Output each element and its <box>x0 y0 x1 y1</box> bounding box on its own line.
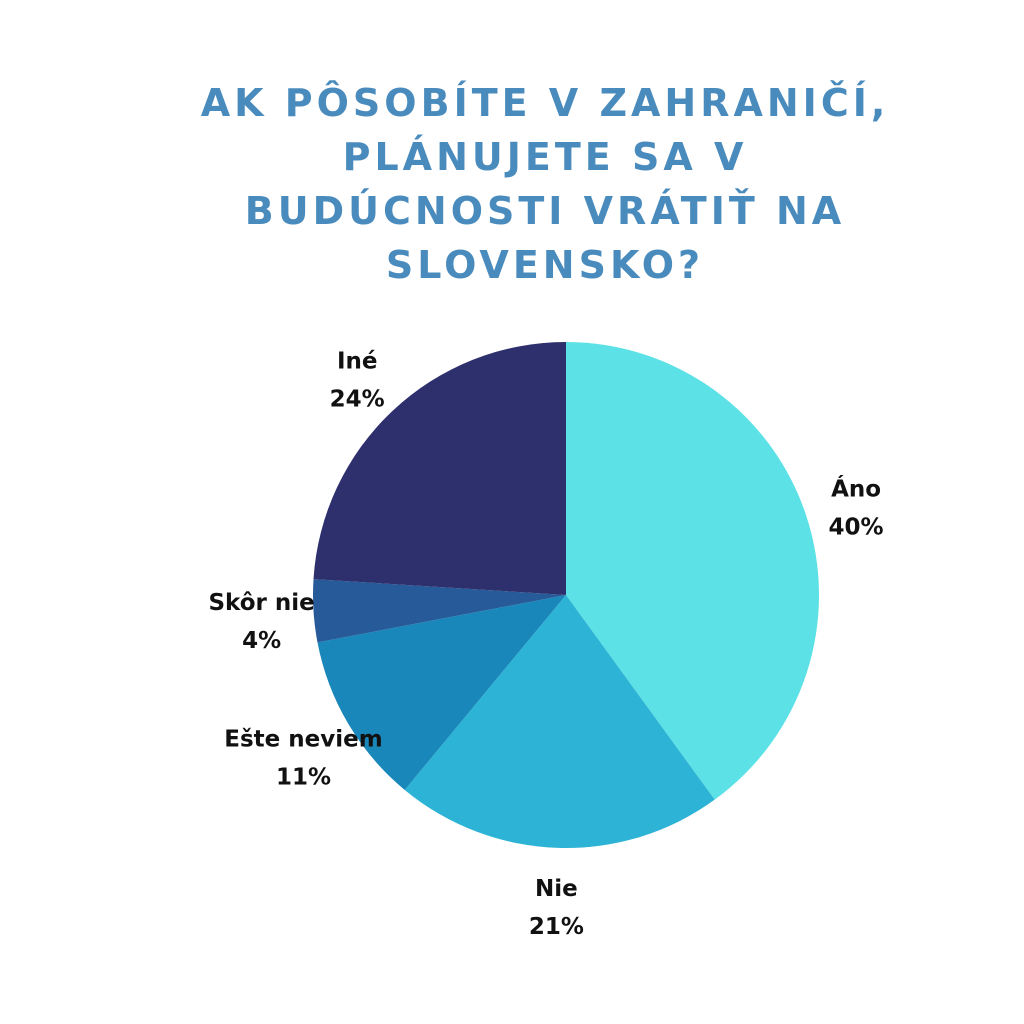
slice-label-name: Ešte neviem <box>224 726 382 752</box>
slice-label-name: Áno <box>831 475 881 503</box>
slice-label-name: Nie <box>535 876 578 902</box>
pie-slice-este-neviem <box>317 595 566 790</box>
slice-label-percent: 40% <box>829 515 884 541</box>
slice-label-name: Skôr nie <box>208 590 314 616</box>
slice-label-percent: 11% <box>276 764 331 790</box>
slice-label-percent: 21% <box>529 914 584 940</box>
slice-label-ine: Iné 24% <box>330 349 385 413</box>
pie-slice-ano <box>566 342 819 800</box>
slice-label-skor-nie: Skôr nie 4% <box>208 590 314 654</box>
pie-slice-skor-nie <box>313 579 566 643</box>
slice-label-percent: 4% <box>242 628 281 654</box>
slice-label-percent: 24% <box>330 387 385 413</box>
slice-label-nie: Nie 21% <box>529 876 584 940</box>
slice-label-name: Iné <box>337 349 378 375</box>
pie-labels: Áno 40% Nie 21% Ešte neviem 11% Skôr nie 4% Iné 2… <box>208 349 883 940</box>
pie-slice-nie <box>404 595 715 849</box>
pie-slice-ine <box>313 342 566 595</box>
pie-slices <box>313 342 819 849</box>
chart-title: AK PÔSOBÍTE V ZAHRANIČÍ, PLÁNUJETE SA V … <box>200 81 890 287</box>
slice-label-este-neviem: Ešte neviem 11% <box>224 726 382 790</box>
slice-label-ano: Áno 40% <box>829 475 884 541</box>
